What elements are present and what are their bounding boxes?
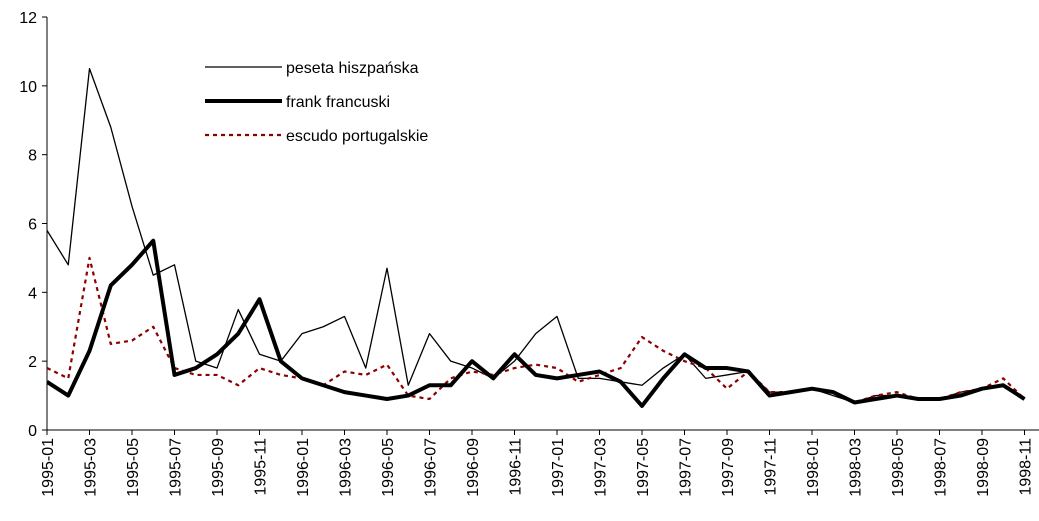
x-tick-label: 1996-11 <box>508 438 525 496</box>
x-tick-label: 1996-07 <box>423 438 440 497</box>
x-tick-label: 1998-11 <box>1018 438 1035 496</box>
x-tick-label: 1997-05 <box>635 438 652 497</box>
y-tick-label: 2 <box>28 354 37 371</box>
x-tick-label: 1998-01 <box>805 438 822 497</box>
y-tick-label: 0 <box>28 423 37 440</box>
x-tick-label: 1995-09 <box>210 438 227 497</box>
y-tick-label: 4 <box>28 285 37 302</box>
x-tick-label: 1995-07 <box>168 438 185 497</box>
x-tick-label: 1997-07 <box>678 438 695 497</box>
y-tick-label: 6 <box>28 217 37 234</box>
x-tick-label: 1996-03 <box>338 438 355 497</box>
legend-label: peseta hiszpańska <box>286 60 419 77</box>
legend-label: escudo portugalskie <box>286 128 428 145</box>
legend-label: frank francuski <box>286 94 390 111</box>
x-tick-label: 1996-09 <box>465 438 482 497</box>
x-tick-label: 1997-01 <box>550 438 567 497</box>
x-tick-label: 1995-01 <box>40 438 57 497</box>
y-tick-label: 12 <box>19 10 37 27</box>
x-tick-label: 1997-03 <box>593 438 610 497</box>
x-tick-label: 1997-11 <box>763 438 780 496</box>
x-tick-label: 1998-07 <box>933 438 950 497</box>
legend-box <box>200 50 475 168</box>
y-tick-label: 10 <box>19 79 37 96</box>
y-tick-label: 8 <box>28 148 37 165</box>
x-tick-label: 1995-11 <box>253 438 270 496</box>
x-tick-label: 1995-03 <box>83 438 100 497</box>
series-line <box>47 238 1026 408</box>
series-line <box>47 256 1026 404</box>
x-tick-label: 1996-01 <box>295 438 312 497</box>
x-tick-label: 1998-09 <box>975 438 992 497</box>
x-tick-label: 1998-03 <box>848 438 865 497</box>
series-line <box>47 67 1025 404</box>
x-tick-label: 1996-05 <box>380 438 397 497</box>
x-tick-label: 1995-05 <box>125 438 142 497</box>
x-tick-label: 1998-05 <box>890 438 907 497</box>
x-tick-label: 1997-09 <box>720 438 737 497</box>
